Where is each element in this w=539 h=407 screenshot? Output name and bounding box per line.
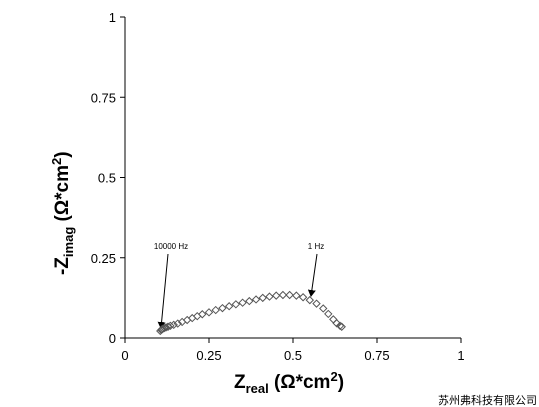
marker [169, 320, 178, 330]
x-tick-label: 0.75 [364, 348, 389, 363]
marker [292, 291, 301, 300]
marker [329, 315, 338, 324]
marker [224, 302, 234, 311]
annotation: 1 Hz [308, 242, 324, 251]
x-tick-label: 0 [121, 348, 128, 363]
marker [161, 323, 171, 332]
y-tick-label: 0.75 [91, 90, 116, 105]
label-part: 2 [330, 369, 337, 384]
y-tick-label: 0.25 [91, 251, 116, 266]
marker [312, 299, 321, 308]
marker [166, 321, 175, 331]
marker [305, 295, 315, 305]
label-part: (Ω*cm [269, 372, 331, 393]
x-tick-label: 0.5 [284, 348, 302, 363]
label-part: 2 [49, 158, 64, 165]
x-label: Zreal (Ω*cm2) [234, 369, 344, 396]
y-label: -Zimag (Ω*cm2) [49, 151, 76, 275]
marker [238, 298, 247, 307]
arrow [157, 253, 169, 329]
marker [204, 308, 214, 317]
label-part: ) [338, 372, 344, 393]
marker [285, 290, 294, 300]
annotation: 10000 Hz [154, 242, 188, 251]
y-tick-label: 1 [109, 10, 116, 25]
marker [319, 304, 328, 313]
marker [258, 293, 267, 303]
y-tick-label: 0.5 [98, 171, 116, 186]
marker [211, 305, 220, 315]
marker [231, 300, 241, 309]
marker [245, 296, 254, 306]
marker [265, 292, 274, 301]
marker [335, 321, 345, 331]
x-tick-label: 0.25 [196, 348, 221, 363]
marker [278, 290, 288, 300]
marker [160, 323, 169, 333]
label-part: real [246, 381, 269, 396]
marker [271, 291, 281, 300]
marker [251, 295, 261, 304]
marker [337, 322, 346, 331]
marker [198, 310, 207, 319]
y-tick-label: 0 [109, 331, 116, 346]
marker [218, 303, 227, 313]
label-part: ) [52, 151, 73, 157]
marker [298, 293, 308, 302]
marker [332, 319, 341, 328]
arrow [307, 253, 318, 297]
marker [324, 309, 333, 319]
label-part: (Ω*cm [52, 165, 73, 227]
footer: 苏州弗科技有限公司 [438, 393, 537, 407]
marker [173, 319, 182, 328]
label-part: Z [234, 372, 246, 393]
x-tick-label: 1 [457, 348, 464, 363]
label-part: -Z [52, 257, 73, 275]
label-part: imag [61, 227, 76, 257]
